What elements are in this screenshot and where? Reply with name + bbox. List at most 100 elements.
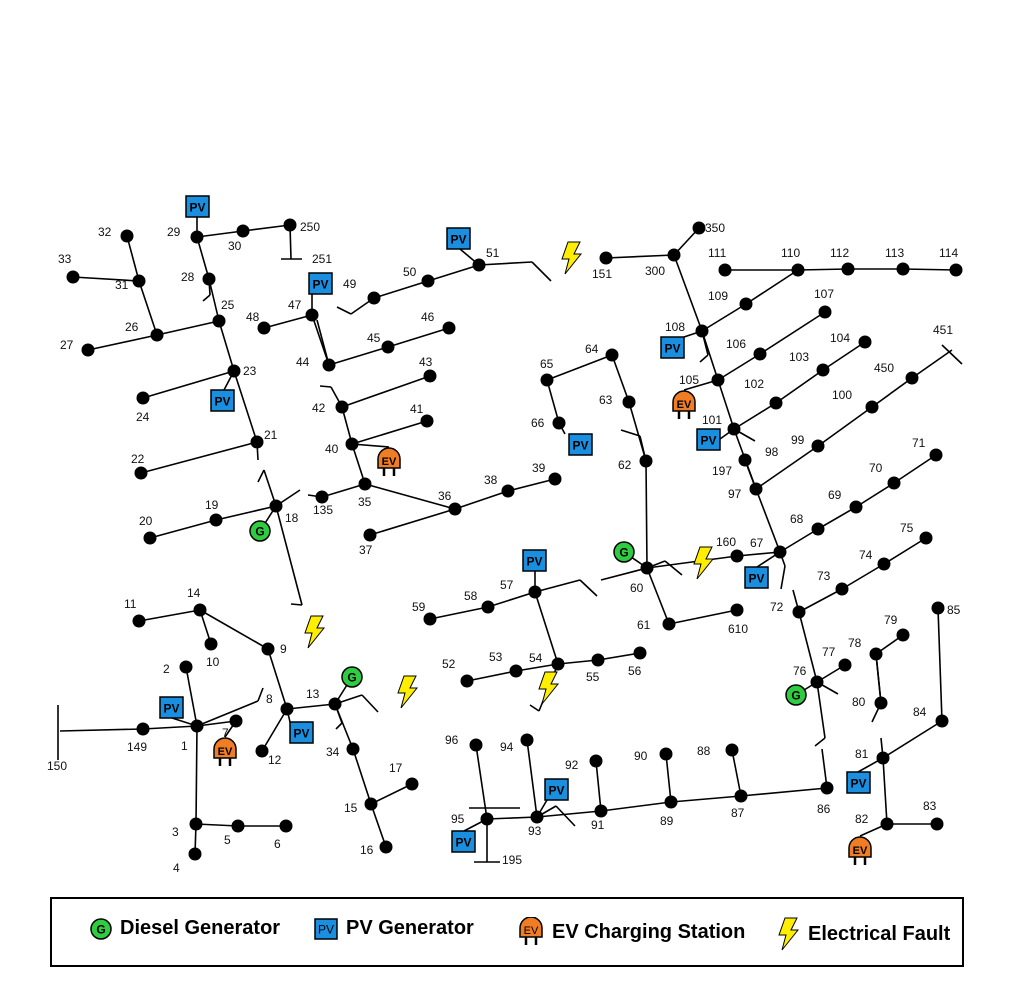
bus-label-113: 113: [885, 246, 904, 260]
bus-node-61: [662, 617, 676, 631]
line-segment: [257, 687, 264, 702]
bus-node-28: [202, 272, 216, 286]
bus-label-41: 41: [410, 402, 424, 416]
bus-node-38: [501, 484, 515, 498]
bus-label-450: 450: [874, 361, 894, 375]
line-25-28: [208, 278, 220, 322]
line-93-95: [486, 816, 538, 820]
bus-label-89: 89: [660, 814, 674, 828]
line-segment: [316, 319, 330, 366]
line-55-56: [597, 652, 641, 661]
line-21-22: [140, 441, 258, 474]
bus-label-73: 73: [817, 569, 831, 583]
bus-label-107: 107: [814, 287, 834, 301]
bus-node-42: [335, 400, 349, 414]
bus-node-97: [749, 482, 763, 496]
pv-icon: PV: [289, 721, 314, 744]
bus-node-75: [919, 531, 933, 545]
line-70-71: [893, 454, 937, 484]
pv-icon: PV: [446, 227, 471, 250]
bus-label-23: 23: [243, 364, 257, 378]
ev-icon-text: EV: [677, 399, 692, 411]
line-106-107: [759, 311, 826, 355]
bus-label-451: 451: [933, 323, 953, 337]
line-segment: [664, 560, 683, 576]
line-87-89: [670, 795, 742, 803]
bus-node-250: [283, 218, 297, 232]
pv-icon-text: PV: [572, 439, 588, 453]
bus-node-104: [858, 335, 872, 349]
bus-node-83: [930, 817, 944, 831]
bus-label-110: 110: [781, 246, 800, 260]
bus-node-15: [364, 797, 378, 811]
pv-icon-text: PV: [664, 342, 680, 356]
pv-icon: PV: [159, 696, 184, 719]
line-segment: [821, 748, 828, 789]
generator-icon-letter: G: [619, 546, 628, 560]
ev-icon-text: EV: [218, 746, 233, 758]
bus-label-44: 44: [296, 355, 310, 369]
line-35-36: [364, 483, 456, 510]
bus-node-112: [841, 262, 855, 276]
bus-node-65: [540, 373, 554, 387]
line-26-27: [87, 334, 158, 351]
line-72-76: [798, 611, 818, 683]
bus-node-77: [838, 658, 852, 672]
line-segment: [620, 429, 641, 437]
legend: G Diesel Generator PV PV Generator EV EV…: [50, 897, 964, 967]
line-23-25: [218, 320, 235, 372]
line-73-74: [841, 563, 885, 590]
bus-label-9: 9: [280, 642, 287, 656]
line-54-55: [557, 659, 599, 665]
bus-label-25: 25: [221, 298, 235, 312]
bus-node-85: [931, 601, 945, 615]
bus-node-27: [81, 343, 95, 357]
line-9-14: [199, 609, 269, 650]
line-segment: [275, 505, 303, 606]
bus-node-69: [849, 500, 863, 514]
line-segment: [875, 653, 882, 704]
bus-label-109: 109: [708, 289, 728, 303]
bus-label-81: 81: [855, 747, 869, 761]
legend-pv-generator: PV PV Generator: [314, 917, 474, 940]
bus-label-59: 59: [412, 600, 426, 614]
line-97-99: [755, 445, 819, 490]
line-segment: [600, 567, 648, 581]
bus-node-92: [589, 754, 603, 768]
line-91-93: [536, 810, 602, 818]
ev-charger-icon: EV: [848, 836, 872, 865]
bus-label-27: 27: [60, 338, 74, 352]
line-segment: [814, 737, 826, 747]
bus-node-5: [231, 819, 245, 833]
bus-label-96: 96: [445, 733, 459, 747]
bus-label-135: 135: [313, 503, 333, 517]
bus-label-50: 50: [403, 265, 417, 279]
bus-node-100: [865, 400, 879, 414]
bus-label-67: 67: [750, 536, 764, 550]
line-47-48: [263, 314, 313, 329]
bus-label-108: 108: [665, 320, 685, 334]
bus-label-32: 32: [98, 225, 112, 239]
bus-label-8: 8: [266, 692, 273, 706]
line-segment: [202, 294, 211, 302]
bus-node-99: [811, 439, 825, 453]
line-segment: [579, 579, 598, 597]
pv-icon-text: PV: [293, 727, 309, 741]
line-26-31: [138, 280, 158, 336]
line-8-13: [286, 703, 336, 710]
bus-node-74: [877, 557, 891, 571]
bus-label-68: 68: [790, 512, 804, 526]
line-15-16: [370, 803, 387, 848]
bus-label-2: 2: [163, 662, 170, 676]
bus-node-37: [363, 528, 377, 542]
bus-label-84: 84: [913, 705, 927, 719]
bus-node-110: [791, 263, 805, 277]
bus-node-34: [346, 742, 360, 756]
bus-label-26: 26: [125, 320, 139, 334]
bus-label-11: 11: [124, 597, 137, 611]
bus-label-98: 98: [765, 445, 779, 459]
line-terminal-bar: [941, 344, 963, 365]
bus-label-195: 195: [502, 853, 522, 867]
bus-label-112: 112: [830, 246, 849, 260]
bus-node-48: [257, 321, 271, 335]
